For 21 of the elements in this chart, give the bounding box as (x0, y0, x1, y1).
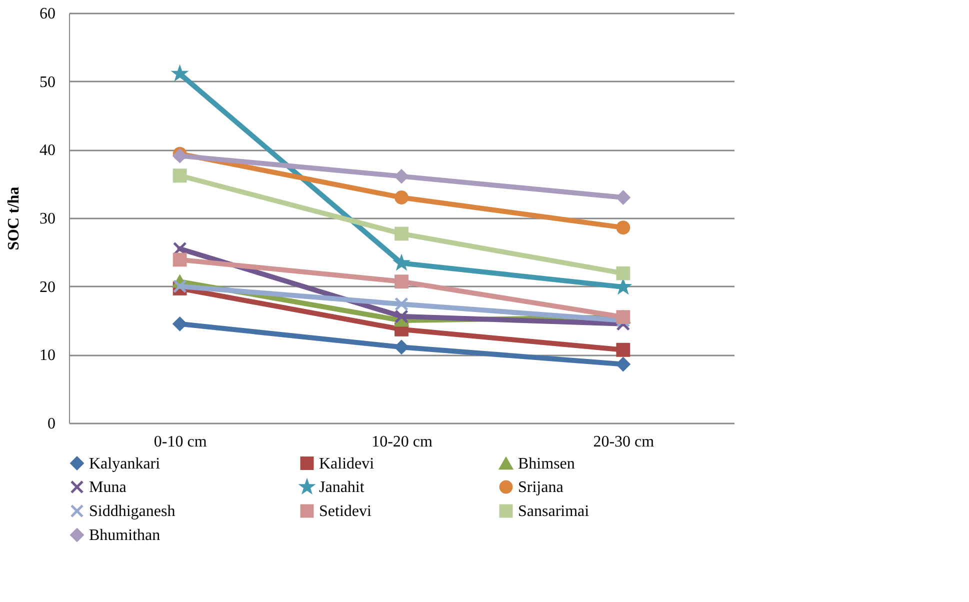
x-tick-label: 20-30 cm (593, 434, 655, 450)
y-tick-label: 60 (40, 6, 56, 22)
legend-label: Sansarimai (518, 503, 590, 520)
legend-label: Siddhiganesh (89, 503, 176, 520)
legend-label: Janahit (319, 479, 365, 496)
y-tick-label: 10 (40, 347, 56, 364)
y-tick-label: 20 (40, 278, 56, 296)
legend-label: Kalidevi (319, 455, 375, 472)
legend-label: Bhimsen (518, 456, 575, 473)
y-tick-label: 50 (40, 74, 56, 91)
y-tick-label: 30 (40, 210, 56, 228)
y-tick-label: 40 (40, 142, 56, 160)
legend-label: Bhumithan (89, 527, 160, 544)
legend-label: Kalyankari (89, 455, 161, 472)
legend-label: Srijana (518, 479, 564, 496)
x-tick-label: 0-10 cm (154, 434, 208, 450)
y-tick-label: 0 (48, 416, 56, 432)
y-axis-title: SOC t/ha (6, 186, 22, 250)
legend-label: Muna (89, 479, 126, 496)
legend-label: Setidevi (319, 503, 372, 520)
x-tick-label: 10-20 cm (372, 434, 433, 450)
